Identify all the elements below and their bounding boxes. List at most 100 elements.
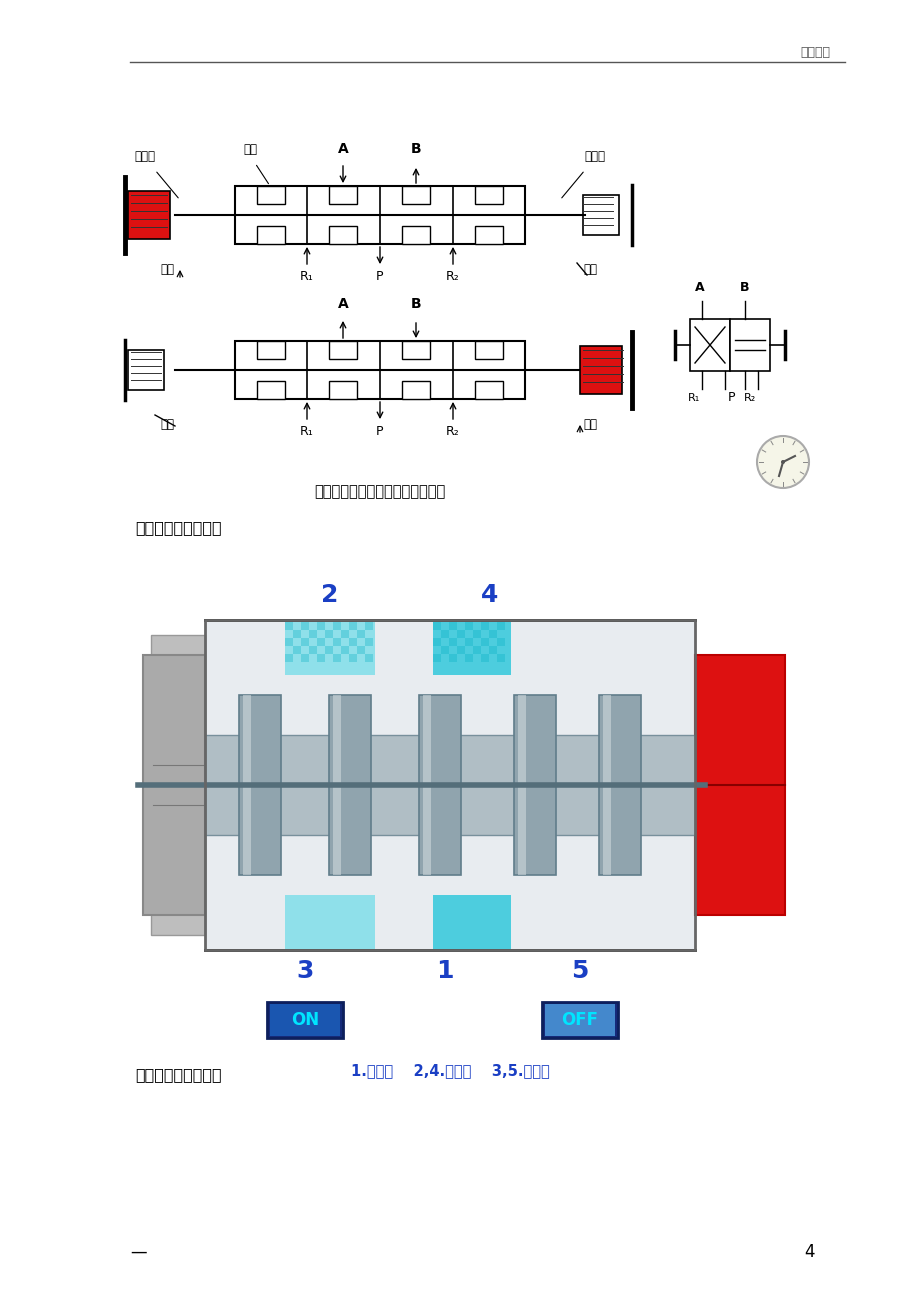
Circle shape xyxy=(780,460,784,464)
Text: 右侧得电，左侧失电: 右侧得电，左侧失电 xyxy=(135,1068,221,1082)
Text: B: B xyxy=(740,281,749,294)
Text: 4: 4 xyxy=(804,1243,814,1262)
Bar xyxy=(402,381,429,398)
Bar xyxy=(448,622,457,630)
Bar xyxy=(598,695,641,875)
Bar xyxy=(309,646,317,654)
Bar xyxy=(324,646,333,654)
Bar xyxy=(440,630,448,638)
Text: 4: 4 xyxy=(481,583,498,607)
Bar xyxy=(285,638,292,646)
Bar xyxy=(128,350,164,391)
Bar xyxy=(464,654,472,661)
Bar xyxy=(292,630,301,638)
Text: 3: 3 xyxy=(296,960,313,983)
Bar xyxy=(541,1003,618,1038)
Bar xyxy=(474,381,503,398)
Bar xyxy=(243,695,251,875)
Bar xyxy=(402,227,429,243)
Bar xyxy=(433,894,510,950)
Bar xyxy=(301,654,309,661)
Bar xyxy=(496,638,505,646)
Bar xyxy=(579,346,621,395)
Bar xyxy=(329,341,357,359)
Bar xyxy=(402,186,429,204)
Text: R₂: R₂ xyxy=(743,393,755,404)
Text: 精选文档: 精选文档 xyxy=(800,46,829,59)
Circle shape xyxy=(756,436,808,488)
Bar xyxy=(285,620,375,674)
Bar xyxy=(333,695,341,875)
Bar xyxy=(333,638,341,646)
Bar xyxy=(301,622,309,630)
Bar xyxy=(285,894,375,950)
Bar xyxy=(433,654,440,661)
Text: A: A xyxy=(337,297,348,311)
Bar xyxy=(329,695,370,875)
Bar xyxy=(433,622,440,630)
Bar xyxy=(234,186,525,243)
Bar xyxy=(365,638,372,646)
Bar xyxy=(329,381,357,398)
Bar xyxy=(341,646,348,654)
Bar xyxy=(256,341,285,359)
Text: R₂: R₂ xyxy=(446,424,460,437)
Text: R₁: R₁ xyxy=(687,393,699,404)
Bar xyxy=(474,186,503,204)
Bar xyxy=(317,638,324,646)
Bar xyxy=(357,646,365,654)
Text: A: A xyxy=(337,142,348,156)
Text: R₁: R₁ xyxy=(300,424,313,437)
Bar xyxy=(689,319,729,371)
Bar xyxy=(333,654,341,661)
Text: 2: 2 xyxy=(321,583,338,607)
Text: A: A xyxy=(695,281,704,294)
Bar xyxy=(329,227,357,243)
Bar xyxy=(423,695,430,875)
Bar xyxy=(341,630,348,638)
Text: 断电: 断电 xyxy=(160,418,174,431)
Bar xyxy=(481,638,489,646)
Bar xyxy=(317,654,324,661)
Bar xyxy=(729,319,769,371)
Bar xyxy=(285,622,292,630)
Bar xyxy=(348,638,357,646)
Bar xyxy=(269,1004,340,1036)
Bar xyxy=(402,341,429,359)
Bar xyxy=(464,622,472,630)
Bar xyxy=(457,646,464,654)
Bar xyxy=(348,654,357,661)
Bar xyxy=(489,646,496,654)
Bar xyxy=(256,381,285,398)
Bar xyxy=(142,655,205,915)
Text: B: B xyxy=(410,297,421,311)
Text: 阀芯: 阀芯 xyxy=(243,143,256,156)
Bar xyxy=(474,227,503,243)
Bar xyxy=(365,654,372,661)
Bar xyxy=(448,654,457,661)
Bar xyxy=(448,638,457,646)
Bar xyxy=(602,695,610,875)
Bar xyxy=(496,622,505,630)
Bar xyxy=(472,630,481,638)
Text: R₂: R₂ xyxy=(446,270,460,283)
Bar xyxy=(481,622,489,630)
Bar xyxy=(496,654,505,661)
Text: 断电: 断电 xyxy=(583,263,596,276)
Text: P: P xyxy=(376,424,383,437)
Bar xyxy=(205,736,694,835)
Text: B: B xyxy=(410,142,421,156)
Bar xyxy=(128,191,170,240)
Text: 1: 1 xyxy=(436,960,453,983)
Bar xyxy=(457,630,464,638)
Text: 1.供气口    2,4.工作口    3,5.排气口: 1.供气口 2,4.工作口 3,5.排气口 xyxy=(350,1062,549,1078)
Bar xyxy=(472,646,481,654)
Bar xyxy=(365,622,372,630)
Text: 5: 5 xyxy=(571,960,588,983)
Bar xyxy=(317,622,324,630)
Bar xyxy=(489,630,496,638)
Bar xyxy=(481,654,489,661)
Bar xyxy=(205,620,694,950)
Text: ON: ON xyxy=(290,1010,319,1029)
Bar xyxy=(329,186,357,204)
